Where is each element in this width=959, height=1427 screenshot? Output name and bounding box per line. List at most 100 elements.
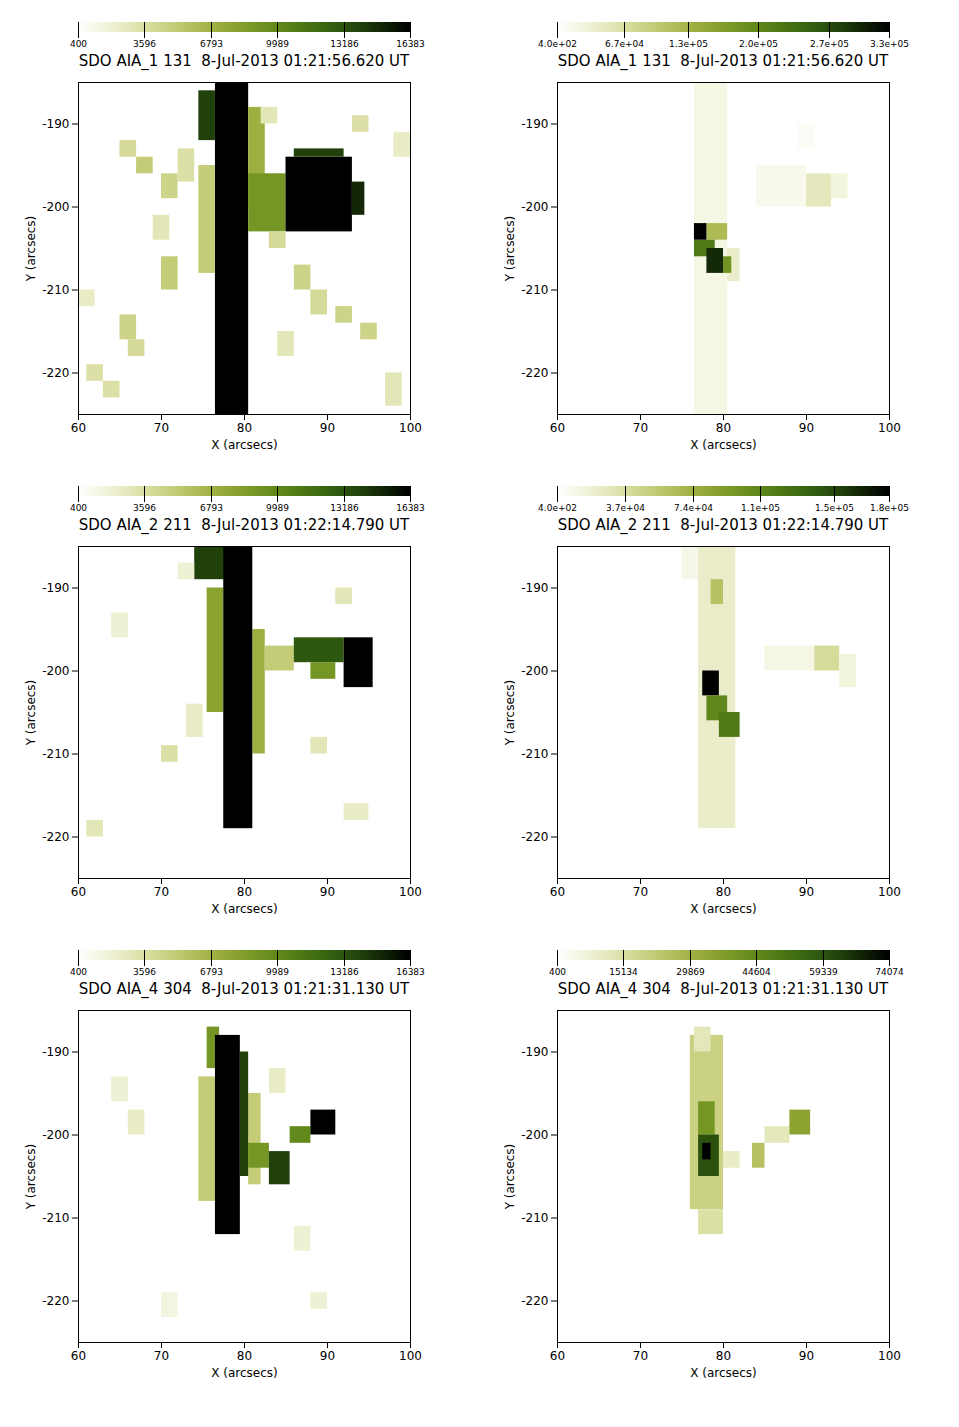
svg-text:80: 80 (237, 1349, 252, 1363)
svg-text:6793: 6793 (200, 503, 223, 513)
svg-text:-220: -220 (42, 1294, 69, 1308)
svg-text:90: 90 (320, 421, 335, 435)
svg-text:-220: -220 (521, 366, 548, 380)
svg-text:3596: 3596 (133, 39, 156, 49)
svg-text:3596: 3596 (133, 967, 156, 977)
svg-text:-210: -210 (521, 1211, 548, 1225)
svg-text:2.7e+05: 2.7e+05 (810, 39, 849, 49)
svg-text:-190: -190 (521, 1045, 548, 1059)
svg-text:-210: -210 (42, 283, 69, 297)
svg-text:70: 70 (633, 1349, 648, 1363)
svg-text:Y (arcsecs): Y (arcsecs) (24, 216, 38, 283)
svg-text:-210: -210 (521, 747, 548, 761)
svg-text:100: 100 (878, 885, 901, 899)
svg-text:-200: -200 (42, 200, 69, 214)
svg-text:6.7e+04: 6.7e+04 (605, 39, 644, 49)
svg-text:X (arcsecs): X (arcsecs) (690, 902, 757, 916)
svg-text:70: 70 (633, 421, 648, 435)
svg-text:1.3e+05: 1.3e+05 (669, 39, 708, 49)
svg-text:X (arcsecs): X (arcsecs) (211, 902, 278, 916)
svg-text:1.1e+05: 1.1e+05 (741, 503, 780, 513)
svg-text:70: 70 (154, 1349, 169, 1363)
svg-text:2.0e+05: 2.0e+05 (739, 39, 778, 49)
svg-text:60: 60 (71, 885, 86, 899)
svg-text:59339: 59339 (809, 967, 838, 977)
svg-text:90: 90 (799, 1349, 814, 1363)
svg-text:X (arcsecs): X (arcsecs) (211, 438, 278, 452)
svg-text:-210: -210 (42, 1211, 69, 1225)
svg-text:-200: -200 (42, 664, 69, 678)
svg-text:80: 80 (237, 421, 252, 435)
svg-text:-220: -220 (521, 830, 548, 844)
svg-text:44604: 44604 (742, 967, 771, 977)
svg-text:80: 80 (716, 1349, 731, 1363)
svg-text:3596: 3596 (133, 503, 156, 513)
svg-text:6793: 6793 (200, 39, 223, 49)
svg-text:13186: 13186 (330, 967, 359, 977)
svg-text:Y (arcsecs): Y (arcsecs) (503, 1144, 517, 1211)
svg-text:4.0e+02: 4.0e+02 (538, 503, 577, 513)
svg-text:13186: 13186 (330, 503, 359, 513)
svg-text:80: 80 (237, 885, 252, 899)
svg-text:6793: 6793 (200, 967, 223, 977)
svg-text:-210: -210 (42, 747, 69, 761)
svg-text:-220: -220 (42, 366, 69, 380)
svg-text:9989: 9989 (266, 39, 289, 49)
svg-text:3.7e+04: 3.7e+04 (606, 503, 645, 513)
svg-text:-200: -200 (521, 664, 548, 678)
svg-text:60: 60 (71, 421, 86, 435)
svg-text:60: 60 (71, 1349, 86, 1363)
svg-text:100: 100 (399, 885, 422, 899)
svg-text:1.5e+05: 1.5e+05 (815, 503, 854, 513)
svg-text:100: 100 (399, 421, 422, 435)
svg-text:7.4e+04: 7.4e+04 (674, 503, 713, 513)
svg-text:70: 70 (633, 885, 648, 899)
svg-text:X (arcsecs): X (arcsecs) (690, 438, 757, 452)
svg-text:16383: 16383 (396, 503, 425, 513)
svg-text:9989: 9989 (266, 967, 289, 977)
svg-text:15134: 15134 (609, 967, 638, 977)
svg-text:100: 100 (878, 1349, 901, 1363)
svg-text:400: 400 (549, 967, 566, 977)
svg-text:-190: -190 (42, 581, 69, 595)
svg-text:90: 90 (799, 885, 814, 899)
svg-text:400: 400 (70, 503, 87, 513)
svg-text:X (arcsecs): X (arcsecs) (690, 1366, 757, 1380)
svg-text:Y (arcsecs): Y (arcsecs) (24, 680, 38, 747)
svg-text:13186: 13186 (330, 39, 359, 49)
svg-text:90: 90 (320, 1349, 335, 1363)
svg-text:29869: 29869 (676, 967, 705, 977)
svg-text:-220: -220 (521, 1294, 548, 1308)
svg-text:400: 400 (70, 967, 87, 977)
svg-text:90: 90 (320, 885, 335, 899)
svg-text:60: 60 (550, 421, 565, 435)
svg-text:100: 100 (878, 421, 901, 435)
svg-text:16383: 16383 (396, 39, 425, 49)
svg-text:-200: -200 (521, 1128, 548, 1142)
svg-text:70: 70 (154, 421, 169, 435)
svg-text:1.8e+05: 1.8e+05 (870, 503, 909, 513)
svg-text:4.0e+02: 4.0e+02 (538, 39, 577, 49)
svg-text:70: 70 (154, 885, 169, 899)
svg-text:-210: -210 (521, 283, 548, 297)
svg-text:80: 80 (716, 885, 731, 899)
svg-text:X (arcsecs): X (arcsecs) (211, 1366, 278, 1380)
svg-text:3.3e+05: 3.3e+05 (870, 39, 909, 49)
svg-text:Y (arcsecs): Y (arcsecs) (503, 680, 517, 747)
svg-text:-190: -190 (521, 117, 548, 131)
svg-text:74074: 74074 (875, 967, 904, 977)
svg-text:-190: -190 (521, 581, 548, 595)
svg-text:-190: -190 (42, 117, 69, 131)
svg-text:Y (arcsecs): Y (arcsecs) (24, 1144, 38, 1211)
svg-text:-190: -190 (42, 1045, 69, 1059)
svg-text:-200: -200 (42, 1128, 69, 1142)
svg-text:400: 400 (70, 39, 87, 49)
svg-text:16383: 16383 (396, 967, 425, 977)
svg-text:80: 80 (716, 421, 731, 435)
svg-text:Y (arcsecs): Y (arcsecs) (503, 216, 517, 283)
svg-text:-220: -220 (42, 830, 69, 844)
svg-text:-200: -200 (521, 200, 548, 214)
svg-text:9989: 9989 (266, 503, 289, 513)
svg-text:90: 90 (799, 421, 814, 435)
svg-text:60: 60 (550, 885, 565, 899)
